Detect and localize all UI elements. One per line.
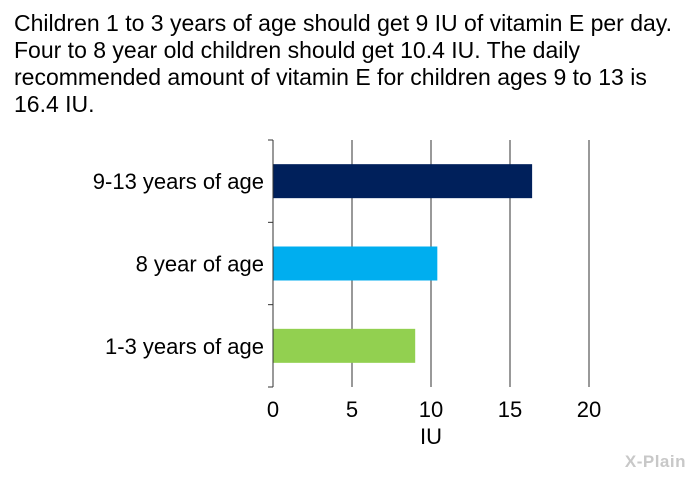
category-label: 1-3 years of age: [105, 334, 264, 359]
x-tick-label: 0: [267, 397, 279, 422]
category-labels: 9-13 years of age 8 year of age 1-3 years …: [93, 169, 264, 359]
bar: [273, 164, 533, 199]
x-tick-label: 5: [346, 397, 358, 422]
axes: [268, 139, 274, 388]
category-label: 8 year of age: [136, 252, 264, 277]
bar: [273, 328, 416, 363]
category-label: 9-13 years of age: [93, 169, 264, 194]
x-tick-label: 15: [498, 397, 522, 422]
x-tick-labels: 0 5 10 15 20: [267, 397, 601, 422]
x-axis-title: IU: [420, 424, 442, 449]
x-tick-label: 10: [419, 397, 443, 422]
chart-caption: Children 1 to 3 years of age should get …: [14, 10, 672, 117]
bars: [273, 164, 533, 363]
bar: [273, 246, 438, 281]
xplain-logo: X-Plain: [624, 452, 686, 471]
x-tick-label: 20: [577, 397, 601, 422]
